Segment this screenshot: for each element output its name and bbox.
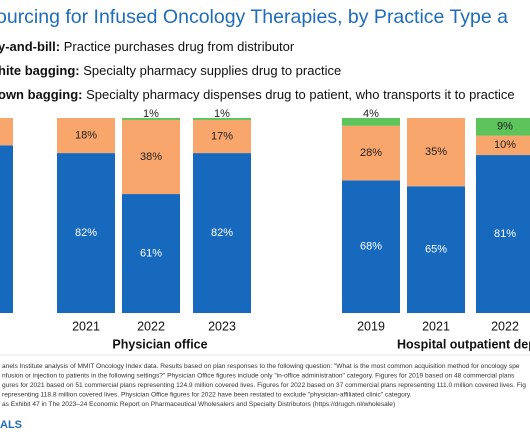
value-label: 1%	[143, 108, 159, 120]
value-label: 35%	[425, 146, 447, 158]
value-label: 10%	[494, 139, 516, 151]
value-label: 82%	[75, 227, 97, 239]
footnote: nfusion or injection to patients in the …	[2, 372, 515, 379]
value-label: 38%	[140, 151, 162, 163]
brand: ALS	[0, 419, 22, 431]
value-label: 17%	[211, 130, 233, 142]
legend-description: Specialty pharmacy dispenses drug to pat…	[86, 87, 515, 102]
legend-entry: hite bagging: Specialty pharmacy supplie…	[0, 63, 341, 78]
legend-description: Practice purchases drug from distributor	[64, 39, 295, 54]
chart-title: ourcing for Infused Oncology Therapies, …	[0, 6, 508, 28]
bar-segment	[476, 155, 530, 313]
legend-colon: :	[78, 87, 86, 102]
bar-segment	[407, 118, 465, 187]
bar-segment	[57, 118, 115, 154]
x-tick-label: 2021	[422, 319, 450, 333]
bar-segment	[476, 118, 530, 136]
footnote: anels Institute analysis of MMIT Oncolog…	[2, 363, 520, 370]
legend-entry: own bagging: Specialty pharmacy dispense…	[0, 87, 515, 102]
x-tick-label: 2019	[357, 319, 385, 333]
bar-segment	[0, 145, 13, 313]
legend-name: y-and-bill	[0, 39, 56, 54]
x-tick-label: 2022	[491, 319, 519, 333]
footnote: as Exhibit 47 in The 2023–24 Economic Re…	[2, 401, 395, 408]
bar-segment	[342, 180, 400, 313]
value-label: 82%	[211, 227, 233, 239]
bar-segment	[0, 118, 13, 146]
legend-entry: y-and-bill: Practice purchases drug from…	[0, 39, 295, 54]
value-label: 4%	[363, 108, 379, 120]
x-tick-label: 2022	[137, 319, 165, 333]
legend-name: own bagging	[0, 87, 78, 102]
value-label: 65%	[425, 244, 447, 256]
x-tick-label: 2023	[208, 319, 236, 333]
bar-segment	[193, 118, 251, 120]
bar-segment	[476, 135, 530, 156]
bar-segment	[122, 118, 180, 120]
footnote: gures for 2021 based on 51 commercial pl…	[2, 382, 526, 389]
value-label: 81%	[494, 228, 516, 240]
bar-segment	[57, 153, 115, 313]
value-label: 9%	[497, 121, 513, 133]
bar-segment	[342, 118, 400, 126]
footnote: representing 118.8 million covered lives…	[2, 391, 412, 398]
x-tick-label: 2021	[72, 319, 100, 333]
bar-segment	[407, 186, 465, 313]
legend-name: hite bagging	[0, 63, 75, 78]
legend-description: Specialty pharmacy supplies drug to prac…	[83, 63, 341, 78]
value-label: 18%	[75, 129, 97, 141]
bar-segment	[193, 153, 251, 313]
legend-colon: :	[56, 39, 64, 54]
bar-segment	[193, 119, 251, 154]
group-label: Hospital outpatient depa	[397, 337, 530, 351]
value-label: 61%	[140, 247, 162, 259]
legend-colon: :	[75, 63, 83, 78]
bar-segment	[342, 125, 400, 181]
value-label: 28%	[360, 147, 382, 159]
value-label: 1%	[214, 108, 230, 120]
value-label: 68%	[360, 241, 382, 253]
group-label: Physician office	[112, 337, 207, 351]
bar-segment	[122, 194, 180, 313]
bar-segment	[122, 119, 180, 195]
